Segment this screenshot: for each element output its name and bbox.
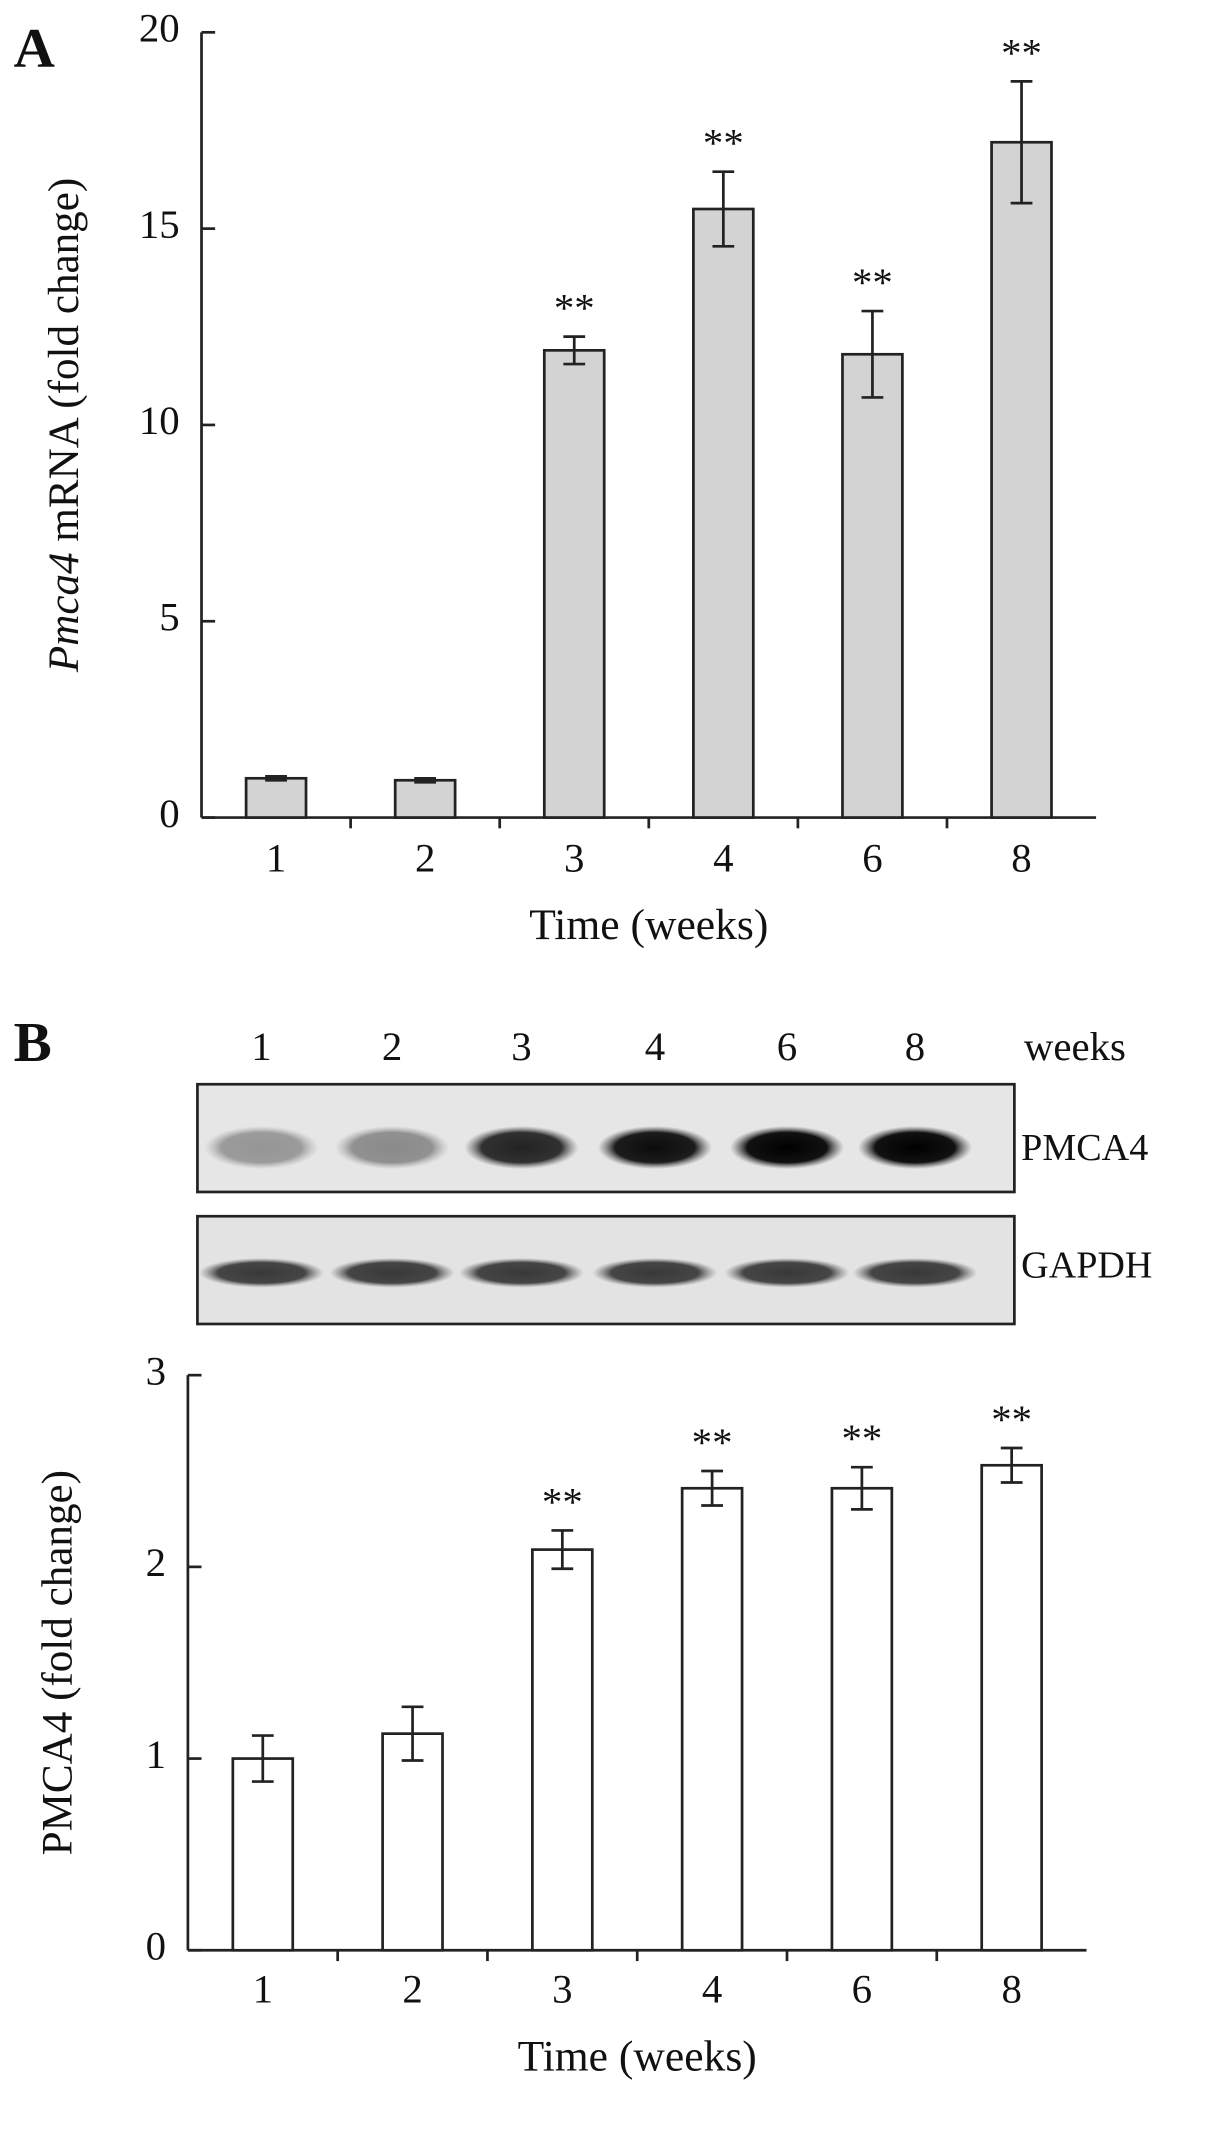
y-axis-title-italic: Pmca4: [40, 552, 88, 673]
bar: [830, 1486, 894, 1952]
x-tick-label: 1: [253, 1967, 273, 2012]
bar: [393, 778, 457, 819]
bar: [692, 207, 755, 819]
error-bar: [251, 1734, 274, 1783]
y-tick-label: 15: [139, 202, 180, 247]
x-tick-label: 3: [564, 835, 584, 880]
x-axis-title: Time (weeks): [529, 901, 768, 949]
x-tick-label: 6: [862, 835, 882, 880]
bar: [231, 1757, 295, 1952]
blot-band: [729, 1125, 845, 1170]
blot-band: [464, 1125, 579, 1170]
x-tick-label: 2: [402, 1967, 422, 2012]
panel-label: A: [14, 17, 55, 80]
x-tick-label: 8: [1001, 1967, 1021, 2012]
blot-row-label: GAPDH: [1021, 1245, 1152, 1287]
x-axis-title: Time (weeks): [518, 2033, 757, 2081]
lane-label: 2: [382, 1024, 402, 1069]
significance: **: [542, 1480, 583, 1525]
x-tick-label: 1: [266, 835, 286, 880]
bar: [980, 1463, 1043, 1952]
blot-band: [198, 1257, 325, 1288]
x-tick-label: 3: [552, 1967, 572, 2012]
error-bar: [401, 1705, 424, 1762]
bar: [841, 352, 904, 819]
y-tick-label: 20: [139, 6, 180, 51]
bar: [244, 776, 308, 819]
bar: [542, 348, 606, 819]
x-tick-label: 6: [852, 1967, 872, 2012]
significance: **: [852, 260, 893, 305]
error-bar: [861, 309, 884, 399]
error-bar: [712, 170, 735, 248]
x-tick-label: 2: [415, 835, 435, 880]
error-bar: [265, 774, 287, 782]
blot-row-label: PMCA4: [1021, 1127, 1148, 1169]
y-tick-label: 0: [146, 1924, 166, 1969]
y-tick-label: 0: [159, 791, 179, 836]
significance: **: [703, 121, 744, 166]
bar: [531, 1548, 594, 1952]
blot-band: [857, 1125, 973, 1170]
western-blot: [196, 1082, 1016, 1326]
error-bar: [701, 1469, 723, 1507]
y-tick-label: 10: [139, 398, 180, 443]
significance: **: [991, 1397, 1032, 1442]
lane-label: 8: [905, 1024, 925, 1069]
y-tick-label: 5: [159, 595, 179, 640]
blot-band: [724, 1257, 850, 1288]
error-bar: [1000, 1446, 1023, 1484]
bar: [990, 140, 1053, 819]
bar: [680, 1486, 744, 1952]
error-bar: [563, 335, 586, 366]
y-tick-label: 1: [146, 1732, 166, 1777]
blot-band: [592, 1257, 718, 1288]
blot-unit: weeks: [1024, 1024, 1126, 1069]
significance: **: [841, 1416, 882, 1461]
x-tick-label: 4: [702, 1967, 722, 2012]
y-tick-label: 3: [146, 1349, 166, 1394]
bar: [381, 1732, 444, 1952]
y-axis-title-text: mRNA (fold change): [40, 178, 88, 542]
lane-label: 1: [251, 1024, 271, 1069]
blot-band: [204, 1125, 319, 1170]
lane-label: 4: [645, 1024, 665, 1069]
lane-label: 6: [777, 1024, 797, 1069]
error-bar: [551, 1529, 574, 1571]
significance: **: [554, 286, 595, 331]
y-axis-title: Pmca4 mRNA (fold change): [40, 178, 88, 673]
blot-band: [852, 1257, 978, 1288]
lane-label: 3: [511, 1024, 531, 1069]
significance: **: [692, 1420, 733, 1465]
y-axis-title: PMCA4 (fold change): [33, 1470, 81, 1855]
y-axis-title-text: PMCA4 (fold change): [33, 1470, 81, 1855]
error-bar: [414, 776, 437, 784]
error-bar: [850, 1465, 873, 1511]
blot-band: [334, 1125, 450, 1170]
x-tick-label: 8: [1011, 835, 1031, 880]
blot-band: [597, 1125, 713, 1170]
blot-band: [329, 1257, 455, 1288]
error-bar: [1010, 80, 1033, 205]
blot-band: [458, 1257, 585, 1288]
y-tick-label: 2: [146, 1540, 166, 1585]
x-tick-label: 4: [713, 835, 733, 880]
significance: **: [1001, 31, 1042, 76]
panel-label: B: [14, 1011, 52, 1074]
